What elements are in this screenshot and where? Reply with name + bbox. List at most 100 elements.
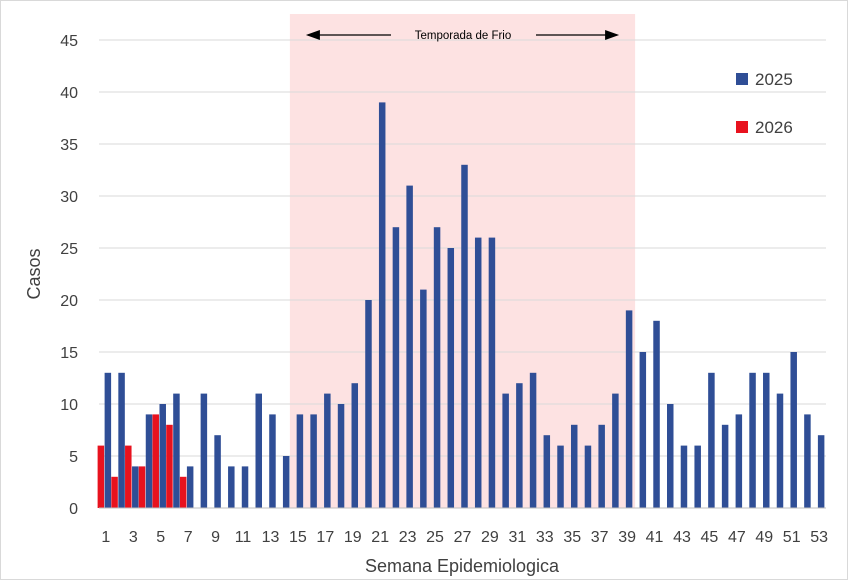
bar-2025-week-7 <box>186 466 194 508</box>
x-tick-label: 39 <box>618 529 636 546</box>
bar-2025-week-12 <box>255 393 262 508</box>
y-tick-label: 0 <box>69 501 78 518</box>
y-tick-label: 25 <box>60 241 78 258</box>
bar-2025-week-27 <box>461 164 468 509</box>
legend-swatch-2026 <box>736 121 748 133</box>
x-tick-label: 9 <box>211 529 220 546</box>
bar-2025-week-46 <box>721 424 729 508</box>
x-tick-label: 29 <box>481 529 499 546</box>
bar-2025-week-23 <box>406 185 413 508</box>
bar-2025-week-28 <box>474 237 482 508</box>
bar-2026-week-5 <box>152 414 159 508</box>
bar-2025-week-17 <box>324 393 331 508</box>
bar-2025-week-34 <box>557 445 564 508</box>
x-axis-title: Semana Epidemiologica <box>365 556 560 576</box>
bar-2026-week-7 <box>179 476 187 508</box>
bar-2025-week-19 <box>351 383 359 508</box>
x-tick-label: 45 <box>701 529 719 546</box>
y-tick-label: 30 <box>60 189 78 206</box>
bar-2025-week-44 <box>694 445 701 508</box>
bar-2025-week-31 <box>516 383 523 508</box>
y-tick-label: 10 <box>60 397 78 414</box>
x-tick-label: 43 <box>673 529 691 546</box>
x-tick-label: 53 <box>810 529 828 546</box>
bar-2026-week-6 <box>166 424 173 508</box>
bar-2025-week-26 <box>447 248 455 508</box>
bar-2025-week-1 <box>104 372 112 508</box>
y-tick-label: 40 <box>60 85 78 102</box>
bar-2026-week-4 <box>138 466 146 508</box>
y-tick-label: 45 <box>60 33 78 50</box>
y-axis-title: Casos <box>24 248 44 299</box>
x-tick-label: 19 <box>344 529 362 546</box>
bar-2025-week-15 <box>296 414 304 508</box>
bar-2025-week-43 <box>680 445 688 508</box>
x-tick-label: 11 <box>235 529 252 546</box>
bar-2025-week-48 <box>749 372 756 508</box>
x-tick-label: 47 <box>728 529 746 546</box>
bar-2025-week-3 <box>132 466 139 508</box>
y-tick-label: 15 <box>60 345 78 362</box>
x-tick-label: 27 <box>454 529 472 546</box>
bar-2025-week-53 <box>817 435 825 508</box>
bar-2025-week-9 <box>214 435 221 508</box>
x-tick-label: 31 <box>508 529 526 546</box>
bar-2025-week-32 <box>529 372 537 508</box>
x-tick-label: 37 <box>591 529 609 546</box>
bar-2025-week-24 <box>420 289 427 508</box>
bar-2025-week-4 <box>145 414 153 508</box>
x-tick-label: 51 <box>783 529 801 546</box>
bar-2025-week-6 <box>173 393 180 508</box>
y-tick-label: 20 <box>60 293 78 310</box>
x-tick-label: 15 <box>289 529 307 546</box>
bar-2025-week-2 <box>118 372 125 508</box>
bar-2025-week-41 <box>653 320 660 508</box>
bar-2025-week-36 <box>584 445 592 508</box>
bar-2025-week-38 <box>612 393 619 508</box>
legend-label-2025: 2025 <box>755 70 793 89</box>
x-tick-label: 7 <box>184 529 193 546</box>
bar-2025-week-21 <box>378 102 386 509</box>
x-tick-label: 25 <box>426 529 444 546</box>
x-tick-label: 5 <box>156 529 165 546</box>
x-tick-label: 23 <box>399 529 417 546</box>
x-tick-label: 35 <box>563 529 581 546</box>
bar-2025-week-5 <box>159 404 166 508</box>
bar-2026-week-3 <box>125 445 132 508</box>
bar-2025-week-20 <box>365 300 372 508</box>
x-tick-label: 49 <box>755 529 773 546</box>
x-tick-label: 13 <box>262 529 280 546</box>
legend-swatch-2025 <box>736 73 748 85</box>
bar-2025-week-52 <box>804 414 811 508</box>
annotation-label: Temporada de Frio <box>415 30 512 42</box>
bar-2025-week-47 <box>735 414 743 508</box>
bar-2025-week-45 <box>708 372 715 508</box>
bar-2025-week-30 <box>502 393 509 508</box>
bar-2025-week-16 <box>310 414 317 508</box>
bar-2025-week-39 <box>625 310 633 508</box>
bar-2025-week-50 <box>776 393 784 508</box>
bar-2025-week-14 <box>282 456 290 508</box>
bar-2025-week-13 <box>269 414 276 508</box>
y-tick-label: 35 <box>60 137 78 154</box>
bar-2025-week-33 <box>543 435 551 508</box>
bar-2025-week-42 <box>667 404 674 508</box>
bar-2025-week-18 <box>337 404 345 508</box>
arrowhead-right-icon <box>605 30 620 40</box>
arrowhead-left-icon <box>305 30 320 40</box>
x-tick-label: 21 <box>371 529 389 546</box>
x-tick-label: 1 <box>101 529 110 546</box>
x-tick-label: 41 <box>646 529 664 546</box>
bar-2025-week-10 <box>228 466 235 508</box>
bar-2025-week-35 <box>570 424 578 508</box>
bar-2025-week-51 <box>790 352 797 508</box>
bar-2025-week-37 <box>598 424 605 508</box>
bar-2025-week-29 <box>488 237 496 508</box>
bar-2025-week-25 <box>433 227 441 508</box>
bar-2025-week-8 <box>200 393 208 508</box>
bar-2025-week-11 <box>241 466 249 508</box>
legend-label-2026: 2026 <box>755 118 793 137</box>
y-tick-label: 5 <box>69 449 78 466</box>
